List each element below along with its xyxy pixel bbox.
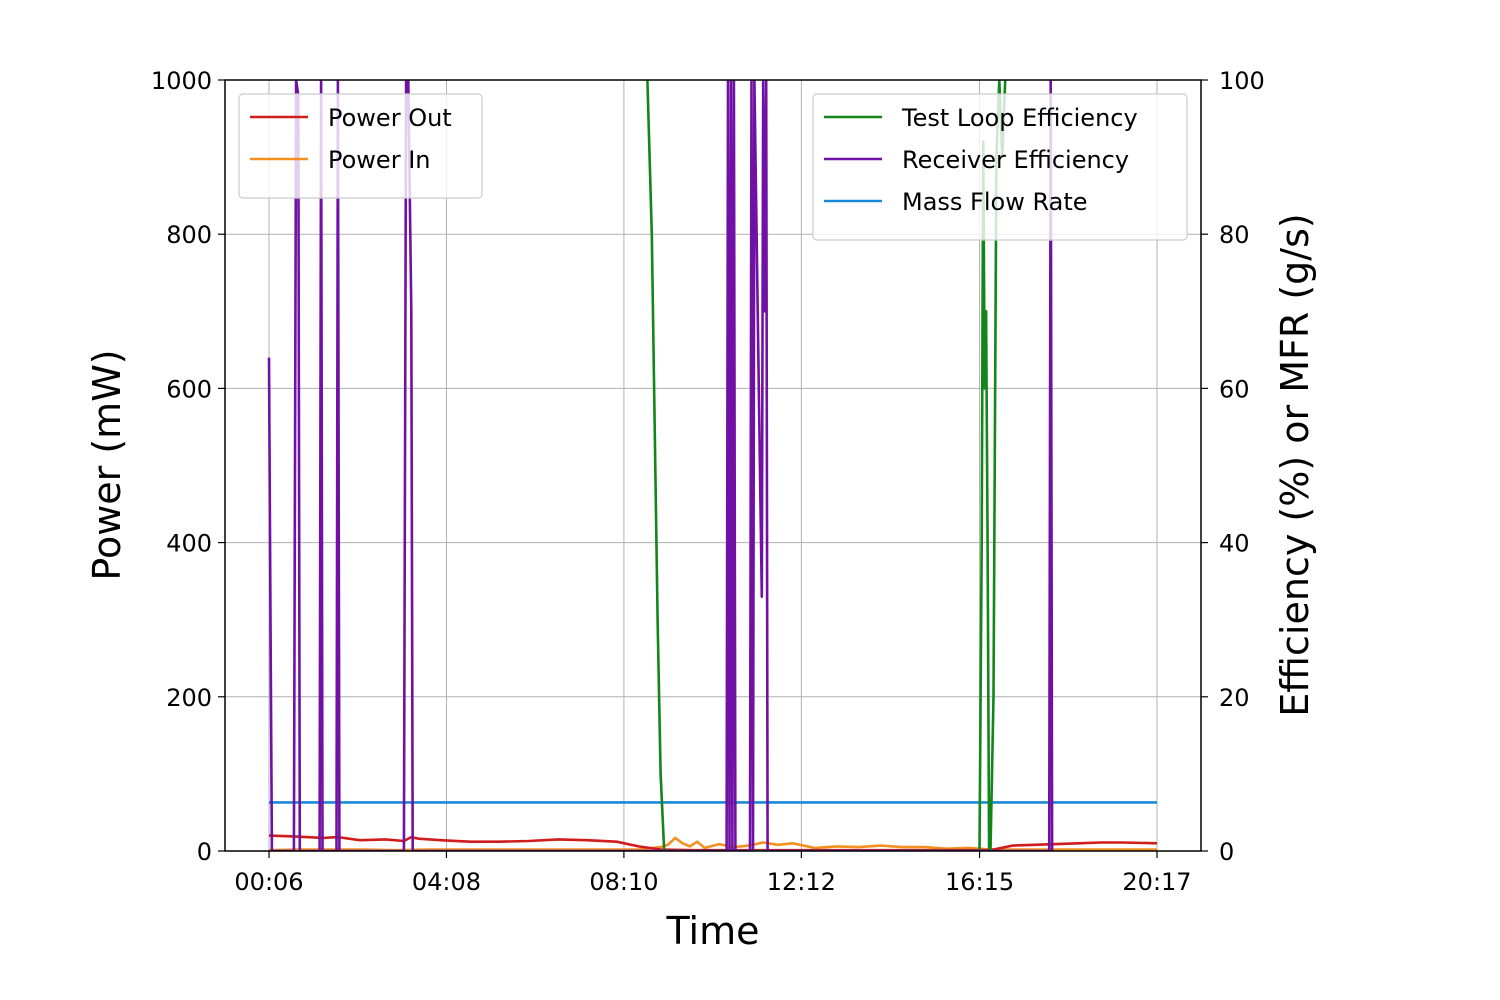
- legend-efficiency: Test Loop Efficiency Receiver Efficiency M…: [812, 93, 1188, 241]
- y-left-tick-label: 1000: [151, 67, 212, 95]
- series-layer: [267, 80, 1158, 851]
- legend-label: Mass Flow Rate: [902, 188, 1088, 216]
- x-tick-label: 12:12: [767, 868, 836, 896]
- x-tick-label: 16:15: [945, 868, 1014, 896]
- legend-box: [812, 93, 1188, 241]
- y-axis-left-title: Power (mW): [85, 349, 129, 580]
- x-tick-label: 00:06: [234, 868, 303, 896]
- legend-power: Power Out Power In: [238, 93, 483, 199]
- legend-label: Power In: [328, 146, 430, 174]
- legend-box: [238, 93, 483, 199]
- axis-ticks: 00:06 04:08 08:10 12:12 16:15 20:170200400600…: [151, 67, 1265, 896]
- series-line-power-in: [268, 836, 1157, 851]
- y-right-tick-label: 80: [1219, 221, 1250, 249]
- y-left-tick-label: 600: [166, 375, 212, 403]
- plot-frame: [224, 79, 1202, 852]
- y-right-tick-label: 0: [1219, 838, 1234, 866]
- legend-label: Receiver Efficiency: [902, 146, 1129, 174]
- legend-label: Power Out: [328, 104, 452, 132]
- x-tick-label: 04:08: [412, 868, 481, 896]
- x-axis-title: Time: [666, 909, 760, 953]
- y-left-tick-label: 400: [166, 530, 212, 558]
- y-axis-right-title: Efficiency (%) or MFR (g/s): [1273, 213, 1317, 716]
- series-line-power-out: [268, 834, 1158, 851]
- y-right-tick-label: 20: [1219, 684, 1250, 712]
- y-right-tick-label: 40: [1219, 530, 1250, 558]
- legend-label: Test Loop Efficiency: [901, 104, 1138, 132]
- x-tick-label: 20:17: [1122, 868, 1191, 896]
- x-tick-label: 08:10: [589, 868, 658, 896]
- y-right-tick-label: 60: [1219, 375, 1250, 403]
- y-right-tick-label: 100: [1219, 67, 1265, 95]
- y-left-tick-label: 200: [166, 684, 212, 712]
- y-left-tick-label: 800: [166, 221, 212, 249]
- y-left-tick-label: 0: [197, 838, 212, 866]
